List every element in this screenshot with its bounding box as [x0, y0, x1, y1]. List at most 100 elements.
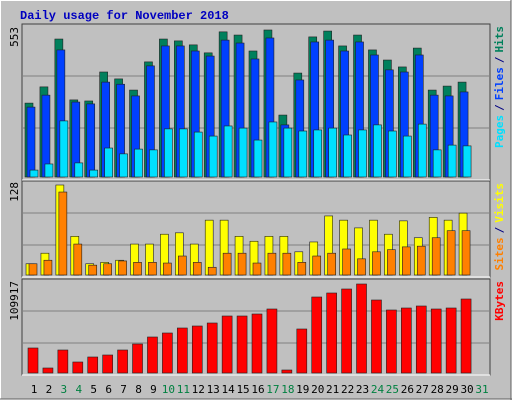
bar — [133, 262, 142, 276]
bar — [238, 127, 248, 178]
bar — [417, 123, 427, 178]
bar — [58, 191, 68, 276]
bar — [252, 262, 262, 276]
bar — [311, 296, 323, 374]
x-tick-label: 12 — [192, 383, 205, 396]
bar — [461, 230, 471, 276]
bar — [149, 149, 158, 178]
x-tick-label: 28 — [431, 383, 444, 396]
bar — [236, 315, 248, 374]
bar — [179, 128, 188, 178]
bar — [326, 292, 337, 374]
x-tick-label: 10 — [162, 383, 175, 396]
x-tick-label: 25 — [386, 383, 399, 396]
bar — [72, 361, 84, 374]
x-tick-label: 16 — [251, 383, 264, 396]
x-tick-label: 3 — [61, 383, 68, 396]
x-tick-label: 26 — [401, 383, 414, 396]
x-tick-label: 23 — [356, 383, 369, 396]
bar — [297, 262, 307, 276]
bar — [432, 149, 442, 178]
bar — [104, 147, 113, 178]
legend-entry: Pages — [493, 115, 506, 148]
bar — [193, 131, 203, 178]
legend: Pages / Files / Hits — [493, 26, 506, 148]
legend-entry: Files — [493, 67, 506, 100]
legend: Sites / Visits — [493, 183, 506, 271]
bar — [445, 307, 457, 374]
bar — [283, 127, 293, 178]
bar — [356, 283, 367, 374]
bar — [191, 325, 203, 374]
bar — [192, 262, 202, 276]
bar — [267, 252, 277, 276]
bar — [29, 169, 39, 178]
bar — [328, 127, 337, 178]
bar — [268, 121, 278, 178]
bar — [87, 356, 99, 374]
bar — [298, 130, 308, 178]
bar — [357, 258, 366, 276]
legend-entry: Sites — [493, 237, 506, 270]
bar — [73, 243, 83, 276]
bar — [460, 298, 472, 374]
bar — [401, 307, 412, 374]
bar — [327, 252, 336, 276]
bar — [223, 125, 233, 178]
chart-title: Daily usage for November 2018 — [20, 9, 229, 23]
x-tick-label: 5 — [90, 383, 97, 396]
bar — [147, 336, 158, 374]
bar — [416, 245, 426, 276]
x-tick-label: 21 — [326, 383, 339, 396]
bar — [431, 237, 441, 276]
bar — [447, 144, 457, 178]
bar — [446, 230, 456, 276]
legend-entry: Visits — [493, 183, 506, 223]
x-tick-label: 18 — [281, 383, 294, 396]
x-tick-label: 13 — [207, 383, 220, 396]
bar — [162, 332, 173, 374]
legend-entry: KBytes — [493, 281, 506, 321]
bar — [281, 369, 293, 374]
bar — [42, 367, 54, 374]
bar — [371, 299, 382, 374]
y-tick-label: 128 — [8, 182, 21, 202]
bar — [148, 262, 157, 276]
bar — [74, 162, 84, 178]
bar — [44, 163, 54, 178]
bar — [207, 266, 217, 276]
x-tick-label: 22 — [341, 383, 354, 396]
x-tick-label: 6 — [105, 383, 112, 396]
bar — [89, 169, 99, 178]
legend-entry: Hits — [493, 26, 506, 53]
x-tick-label: 9 — [150, 383, 157, 396]
bar — [119, 153, 128, 178]
bar — [312, 255, 322, 276]
bar — [342, 248, 351, 276]
y-tick-label: 553 — [8, 27, 21, 47]
x-tick-label: 1 — [31, 383, 38, 396]
x-tick-label: 14 — [222, 383, 236, 396]
bar — [386, 309, 397, 374]
bar — [343, 134, 352, 178]
bar — [28, 263, 38, 276]
bar — [403, 135, 412, 178]
bar — [27, 347, 39, 374]
bar — [103, 263, 112, 276]
bar — [86, 103, 96, 178]
legend-separator: / — [493, 104, 506, 111]
bar — [221, 315, 233, 374]
bar — [282, 252, 292, 276]
y-tick-label: 109917 — [8, 281, 21, 321]
x-tick-label: 2 — [46, 383, 53, 396]
bar — [177, 327, 188, 374]
bar — [388, 130, 397, 178]
x-tick-label: 29 — [446, 383, 459, 396]
x-tick-label: 17 — [266, 383, 279, 396]
x-tick-label: 27 — [416, 383, 429, 396]
bar — [204, 219, 214, 276]
x-tick-label: 15 — [236, 383, 249, 396]
bar — [164, 128, 173, 178]
bar — [266, 308, 278, 374]
